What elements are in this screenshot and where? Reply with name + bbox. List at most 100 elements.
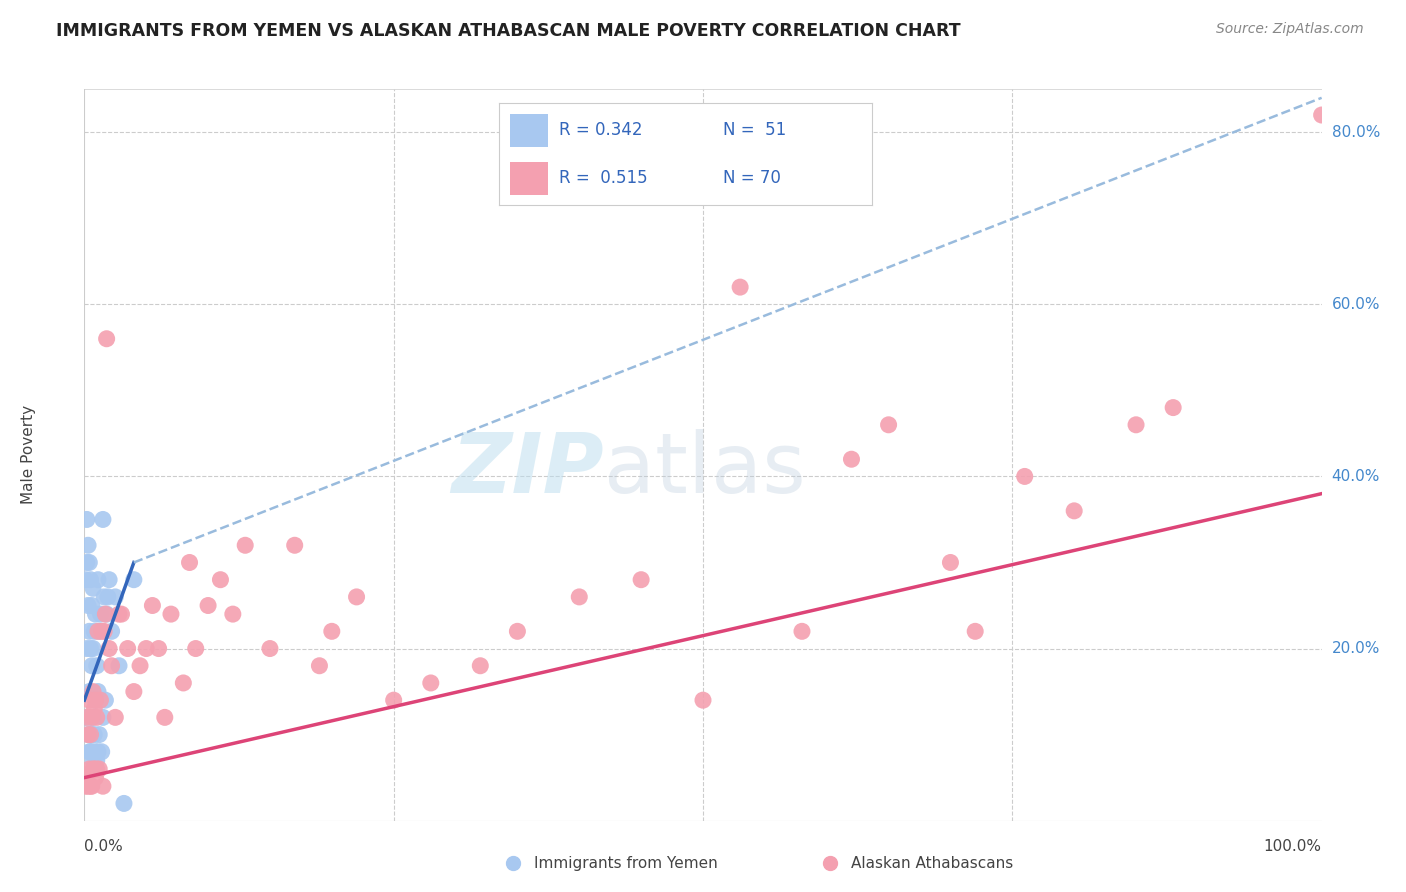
Point: [83, 728, 105, 742]
Point: [79, 710, 101, 724]
Point: [93, 624, 115, 639]
Text: atlas: atlas: [605, 429, 806, 510]
Point: [470, 658, 492, 673]
Point: [89, 624, 111, 639]
Point: [692, 693, 714, 707]
Point: [83, 762, 105, 776]
Point: [94, 607, 117, 621]
Point: [939, 556, 962, 570]
Point: [83, 762, 105, 776]
Text: N =  51: N = 51: [723, 121, 786, 139]
Text: 100.0%: 100.0%: [1264, 838, 1322, 854]
Point: [91, 779, 114, 793]
Point: [87, 745, 110, 759]
Point: [76, 641, 98, 656]
Point: [135, 641, 157, 656]
Point: [91, 512, 114, 526]
Point: [108, 658, 131, 673]
Point: [100, 624, 122, 639]
Point: [97, 590, 120, 604]
Point: [79, 779, 101, 793]
Point: [1310, 108, 1333, 122]
Point: [84, 693, 107, 707]
Point: [77, 538, 100, 552]
Point: [80, 658, 103, 673]
Point: [82, 582, 104, 596]
Point: [104, 710, 127, 724]
Point: [80, 745, 103, 759]
Point: [98, 641, 121, 656]
Point: [82, 641, 104, 656]
Text: 0.0%: 0.0%: [84, 838, 124, 854]
Point: [321, 624, 343, 639]
Point: [86, 762, 108, 776]
Point: [84, 607, 107, 621]
Point: [82, 753, 104, 767]
Point: [94, 693, 117, 707]
Point: [76, 771, 98, 785]
Text: Male Poverty: Male Poverty: [21, 405, 37, 505]
Text: R =  0.515: R = 0.515: [558, 169, 647, 187]
Point: [117, 641, 139, 656]
Point: [86, 753, 108, 767]
Point: [965, 624, 987, 639]
Point: [79, 745, 101, 759]
Point: [179, 556, 201, 570]
Point: [284, 538, 307, 552]
Point: [84, 745, 107, 759]
Point: [87, 684, 110, 698]
Point: [80, 728, 103, 742]
Bar: [510, 114, 547, 146]
Point: [79, 728, 101, 742]
Point: [98, 573, 121, 587]
Point: [93, 590, 115, 604]
Point: [79, 573, 101, 587]
Point: [184, 641, 207, 656]
Point: [122, 684, 145, 698]
Point: [96, 332, 118, 346]
Text: 60.0%: 60.0%: [1331, 297, 1381, 312]
Point: [148, 641, 170, 656]
Point: [568, 590, 591, 604]
Point: [79, 762, 101, 776]
Point: [233, 538, 256, 552]
Point: [841, 452, 863, 467]
Point: [153, 710, 176, 724]
Point: [83, 702, 105, 716]
Text: 80.0%: 80.0%: [1331, 125, 1379, 140]
Point: [75, 573, 97, 587]
Point: [110, 607, 132, 621]
Point: [502, 856, 524, 871]
Point: [728, 280, 751, 294]
Point: [160, 607, 183, 621]
Point: [222, 607, 245, 621]
Text: ZIP: ZIP: [451, 429, 605, 510]
Point: [86, 658, 108, 673]
Text: R = 0.342: R = 0.342: [558, 121, 643, 139]
Point: [209, 573, 232, 587]
Point: [79, 624, 101, 639]
Point: [80, 599, 103, 613]
Point: [87, 624, 110, 639]
Text: 40.0%: 40.0%: [1331, 469, 1379, 484]
Text: Source: ZipAtlas.com: Source: ZipAtlas.com: [1216, 22, 1364, 37]
Point: [80, 779, 103, 793]
Point: [112, 797, 135, 811]
Point: [172, 676, 194, 690]
Point: [84, 771, 107, 785]
Point: [89, 607, 111, 621]
Point: [141, 599, 163, 613]
Point: [89, 728, 111, 742]
Point: [308, 658, 330, 673]
Point: [90, 624, 112, 639]
Point: [790, 624, 813, 639]
Point: [506, 624, 529, 639]
Bar: [510, 162, 547, 194]
Point: [84, 693, 107, 707]
Text: N = 70: N = 70: [723, 169, 780, 187]
Point: [630, 573, 652, 587]
Point: [77, 779, 100, 793]
Point: [96, 607, 118, 621]
Point: [129, 658, 152, 673]
Point: [86, 710, 108, 724]
